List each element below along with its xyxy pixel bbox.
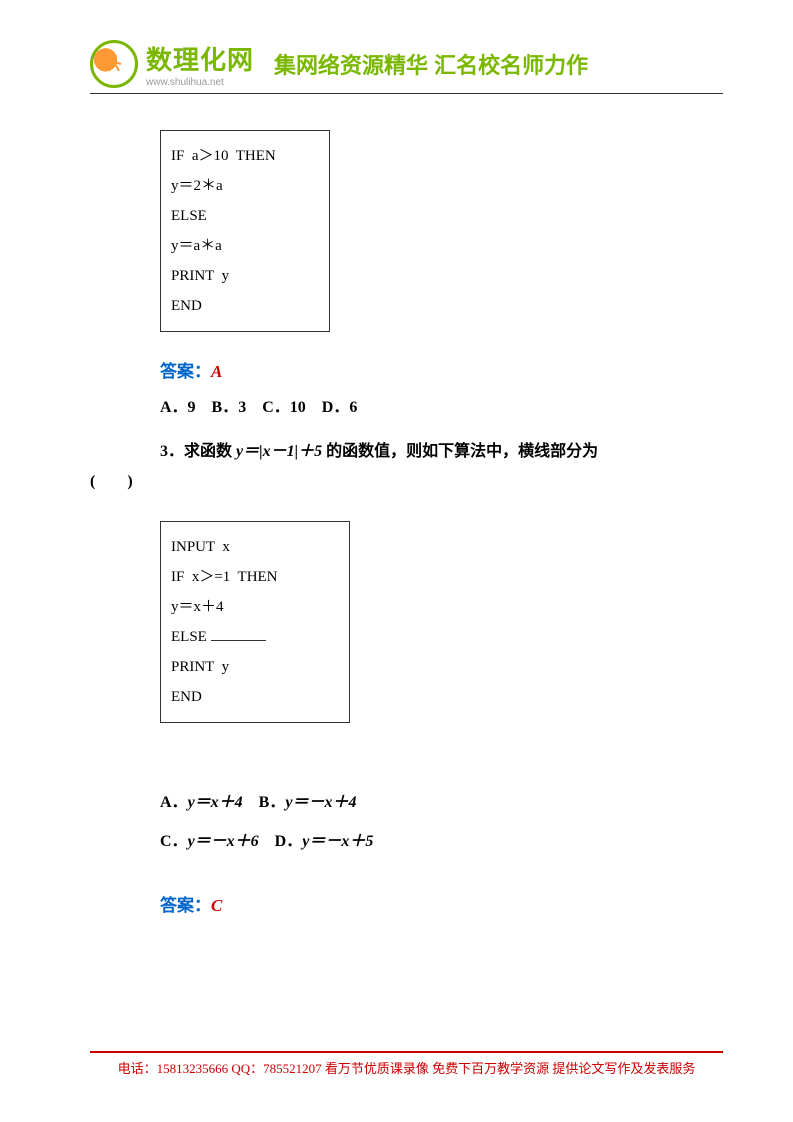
footer-text: 电话：15813235666 QQ：785521207 看万节优质课录像 免费下…: [90, 1058, 723, 1077]
main-content: IF a＞10 THEN y＝2＊a ELSE y＝a＊a PRINT y EN…: [90, 130, 713, 928]
page-footer: 电话：15813235666 QQ：785521207 看万节优质课录像 免费下…: [90, 1051, 723, 1077]
answer-1: 答案：A: [160, 357, 713, 382]
logo-text-block: 数理化网 www.shulihua.net: [146, 40, 254, 88]
code-line: PRINT y: [171, 261, 319, 291]
code-line: y＝a＊a: [171, 231, 319, 261]
code-line: y＝2＊a: [171, 171, 319, 201]
opt-b-label: B．: [243, 794, 286, 811]
logo-icon: [90, 40, 138, 88]
logo-title: 数理化网: [146, 40, 254, 77]
question-prefix: 3．求函数: [160, 443, 236, 460]
opt-c-formula: y＝－x＋6: [188, 833, 259, 850]
code-line: ELSE: [171, 201, 319, 231]
person-icon: [99, 49, 129, 79]
options-row-a: A．y＝x＋4 B．y＝－x＋4: [160, 788, 713, 812]
page-header: 数理化网 www.shulihua.net 集网络资源精华 汇名校名师力作: [90, 40, 723, 94]
opt-c-label: C．: [160, 833, 188, 850]
header-slogan: 集网络资源精华 汇名校名师力作: [274, 48, 588, 80]
code-line: IF a＞10 THEN: [171, 141, 319, 171]
options-line-1: A．9 B．3 C．10 D．6: [160, 394, 713, 423]
answer-value: A: [211, 362, 222, 381]
question-formula: y＝|x－1|＋5: [236, 443, 322, 460]
question-3: 3．求函数 y＝|x－1|＋5 的函数值，则如下算法中，横线部分为: [160, 438, 713, 467]
code-line: y＝x＋4: [171, 592, 339, 622]
answer-2: 答案：C: [160, 891, 713, 916]
opt-a-formula: y＝x＋4: [188, 794, 243, 811]
opt-a-label: A．: [160, 794, 188, 811]
spacer: [90, 866, 713, 891]
code-line: ELSE: [171, 622, 339, 652]
logo-url: www.shulihua.net: [146, 77, 254, 88]
options-row-b: C．y＝－x＋6 D．y＝－x＋5: [160, 827, 713, 851]
code-line: INPUT x: [171, 532, 339, 562]
code-box-2: INPUT x IF x＞=1 THEN y＝x＋4 ELSE PRINT y …: [160, 521, 350, 723]
opt-b-formula: y＝－x＋4: [285, 794, 356, 811]
code-line: END: [171, 682, 339, 712]
blank-fill: [211, 626, 266, 641]
answer-label: 答案：: [160, 362, 211, 381]
answer-label: 答案：: [160, 896, 211, 915]
spacer: [90, 748, 713, 788]
opt-d-formula: y＝－x＋5: [302, 833, 373, 850]
question-suffix: 的函数值，则如下算法中，横线部分为: [322, 443, 598, 460]
code-box-1: IF a＞10 THEN y＝2＊a ELSE y＝a＊a PRINT y EN…: [160, 130, 330, 332]
code-line: IF x＞=1 THEN: [171, 562, 339, 592]
code-line: PRINT y: [171, 652, 339, 682]
code-line: END: [171, 291, 319, 321]
paren: ( ): [90, 467, 713, 491]
else-label: ELSE: [171, 629, 211, 645]
opt-d-label: D．: [259, 833, 303, 850]
answer-value: C: [211, 896, 222, 915]
